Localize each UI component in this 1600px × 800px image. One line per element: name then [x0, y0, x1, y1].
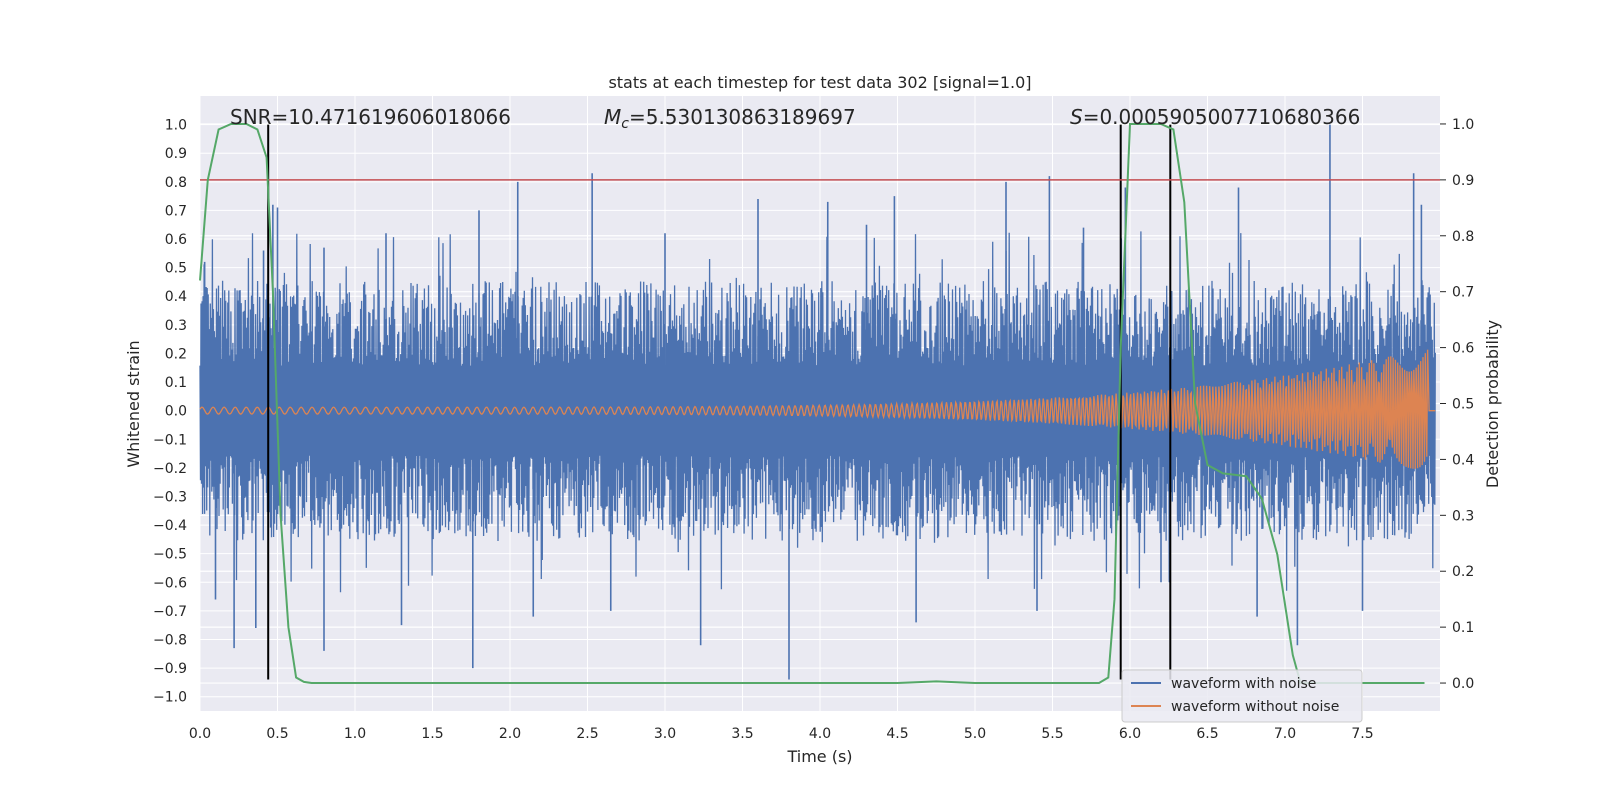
- x-tick-label: 6.5: [1196, 726, 1218, 742]
- chart-title: stats at each timestep for test data 302…: [608, 73, 1031, 92]
- y-tick-label-left: 1.0: [165, 118, 187, 134]
- y-axis-right-ticks: 1.0 0.9 0.8 0.7 0.6 0.5 0.4 0.3 0.2 0.1 0.0: [1440, 117, 1474, 692]
- y-tick-label-left: −1.0: [153, 690, 187, 706]
- y-tick-label-right: 0.7: [1452, 285, 1474, 301]
- y-tick-label-left: −0.4: [153, 518, 187, 534]
- noise-trace: [199, 231, 1436, 593]
- y-tick-label-right: 1.0: [1452, 117, 1474, 133]
- y-tick-label-right: 0.0: [1452, 676, 1474, 692]
- legend-box: [1121, 669, 1363, 723]
- y-axis-right-label: Detection probability: [1483, 320, 1502, 488]
- x-tick-label: 7.5: [1351, 726, 1373, 742]
- vertical-markers: [267, 124, 1172, 680]
- y-tick-label-left: 0.0: [165, 404, 187, 420]
- s-value: =0.0005905007710680366: [1083, 105, 1361, 129]
- y-tick-label-right: 0.4: [1452, 452, 1474, 468]
- x-tick-label: 4.0: [809, 726, 831, 742]
- y-tick-label-left: 0.1: [165, 375, 187, 391]
- probability-line: [199, 123, 1425, 684]
- legend-label-clean: waveform without noise: [1171, 699, 1339, 715]
- x-axis-label: Time (s): [786, 747, 852, 766]
- y-tick-label-left: 0.7: [165, 203, 187, 219]
- snr-annotation: SNR=10.471619606018066: [230, 105, 511, 129]
- y-tick-label-right: 0.1: [1452, 620, 1474, 636]
- x-tick-label: 0.0: [189, 726, 211, 742]
- x-tick-label: 3.5: [731, 726, 753, 742]
- x-tick-label: 0.5: [266, 726, 288, 742]
- legend-label-noise: waveform with noise: [1171, 676, 1316, 692]
- y-axis-left-label: Whitened strain: [124, 340, 143, 467]
- y-tick-label-right: 0.9: [1452, 173, 1474, 189]
- y-tick-label-left: −0.9: [153, 661, 187, 677]
- y-tick-label-left: 0.2: [165, 346, 187, 362]
- y-tick-label-right: 0.8: [1452, 229, 1474, 245]
- x-tick-label: 1.0: [344, 726, 366, 742]
- y-tick-label-left: −0.7: [153, 604, 187, 620]
- y-tick-label-left: −0.6: [153, 575, 187, 591]
- x-tick-label: 5.5: [1041, 726, 1063, 742]
- clean-trace: [199, 349, 1436, 469]
- x-tick-label: 2.5: [576, 726, 598, 742]
- x-axis-ticks: 0.0 0.5 1.0 1.5 2.0 2.5 3.0 3.5 4.0 4.5 5.0 5.5 6.0 6…: [189, 726, 1374, 742]
- y-tick-label-left: −0.3: [153, 489, 187, 505]
- y-axis-left-ticks: 1.0 0.9 0.8 0.7 0.6 0.5 0.4 0.3 0.2 0.1 0.0 −0.1 −0.…: [153, 118, 187, 706]
- y-tick-label-left: 0.6: [165, 232, 187, 248]
- x-tick-label: 7.0: [1274, 726, 1296, 742]
- y-tick-label-right: 0.2: [1452, 564, 1474, 580]
- y-tick-label-right: 0.5: [1452, 397, 1474, 413]
- x-tick-label: 5.0: [964, 726, 986, 742]
- y-tick-label-left: 0.5: [165, 261, 187, 277]
- y-tick-label-left: −0.2: [153, 461, 187, 477]
- y-tick-label-left: −0.5: [153, 547, 187, 563]
- series-waveform-with-noise: [199, 124, 1436, 680]
- legend: waveform with noise waveform without noi…: [1121, 669, 1363, 723]
- y-tick-label-right: 0.6: [1452, 341, 1474, 357]
- chirp-mass-subscript: c: [621, 116, 629, 132]
- chirp-mass-value: =5.530130863189697: [629, 105, 856, 129]
- y-tick-label-left: −0.1: [153, 432, 187, 448]
- x-tick-label: 4.5: [886, 726, 908, 742]
- y-tick-label-left: 0.3: [165, 318, 187, 334]
- series-waveform-without-noise: [199, 349, 1436, 469]
- y-tick-label-left: 0.8: [165, 175, 187, 191]
- chirp-mass-annotation: Mc=5.530130863189697: [604, 105, 856, 132]
- y-tick-label-left: 0.4: [165, 289, 187, 305]
- s-symbol: S: [1070, 105, 1083, 129]
- y-tick-label-left: 0.9: [165, 146, 187, 162]
- x-tick-label: 3.0: [654, 726, 676, 742]
- x-tick-label: 2.0: [499, 726, 521, 742]
- x-tick-label: 6.0: [1119, 726, 1141, 742]
- y-tick-label-left: −0.8: [153, 632, 187, 648]
- x-tick-label: 1.5: [421, 726, 443, 742]
- series-detection-probability: [199, 123, 1425, 684]
- chirp-mass-symbol: M: [604, 105, 621, 129]
- s-annotation: S=0.0005905007710680366: [1070, 105, 1360, 129]
- y-tick-label-right: 0.3: [1452, 508, 1474, 524]
